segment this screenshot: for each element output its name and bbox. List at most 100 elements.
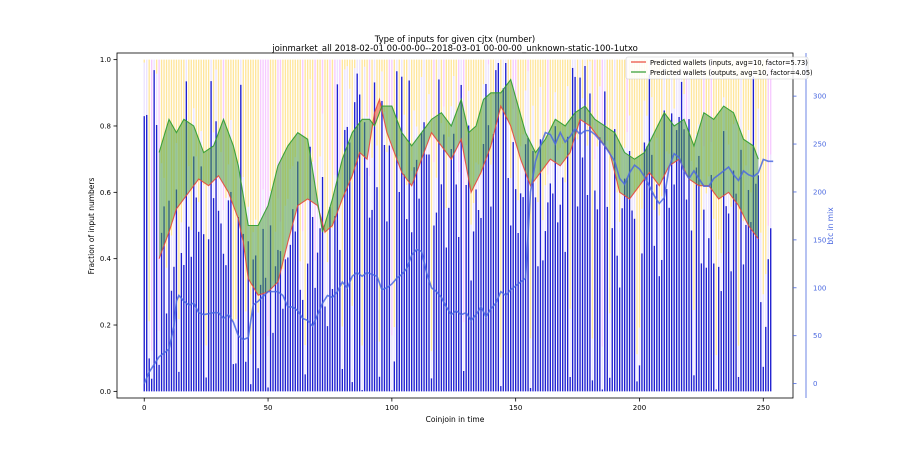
- y-tick-label: 1.0: [100, 56, 111, 64]
- bar-146: [505, 59, 507, 392]
- bar-63: [299, 59, 301, 392]
- series-line-outputs: [158, 78, 759, 233]
- bar-fresh-segment: [220, 223, 222, 392]
- fill-between-segment: [664, 112, 667, 176]
- bar-remix-segment: [445, 208, 448, 248]
- bar-92: [371, 59, 373, 392]
- bar-fresh-segment: [242, 233, 244, 392]
- y2-tick-label: 150: [813, 236, 826, 244]
- bar-remix-segment: [770, 154, 772, 229]
- bar-88: [361, 59, 363, 392]
- bar-fresh-segment: [398, 192, 400, 392]
- bar-fresh-segment: [477, 209, 480, 392]
- bar-other-segment: [425, 59, 428, 128]
- fill-between-segment: [666, 116, 670, 171]
- bar-fresh-segment: [512, 142, 514, 392]
- bar-fresh-segment: [222, 253, 225, 392]
- bar-remix-segment: [309, 79, 311, 147]
- fill-between-segment: [161, 135, 165, 253]
- bar-203: [646, 59, 648, 392]
- bar-13: [175, 59, 178, 392]
- bar-fresh-segment: [663, 110, 665, 392]
- bar-remix-segment: [272, 280, 274, 333]
- bar-158: [534, 59, 537, 392]
- bar-fresh-segment: [299, 289, 301, 392]
- bar-fresh-segment: [646, 146, 648, 392]
- fill-between-segment: [580, 107, 583, 121]
- bar-226: [703, 59, 705, 392]
- fill-between-segment: [240, 180, 244, 243]
- fill-between-segment: [171, 123, 174, 225]
- bar-129: [462, 59, 465, 392]
- bar-103: [398, 59, 400, 392]
- bar-other-segment: [646, 59, 648, 116]
- bar-remix-segment: [170, 235, 173, 291]
- fill-between-segment: [582, 106, 585, 123]
- bar-237: [730, 59, 732, 392]
- bar-other-segment: [227, 59, 230, 165]
- fill-between-segment: [431, 117, 434, 136]
- bar-205: [651, 59, 653, 392]
- fill-between-segment: [260, 215, 264, 295]
- fill-between-segment: [399, 125, 402, 173]
- bar-remix-segment: [282, 269, 284, 309]
- bar-fresh-segment: [554, 126, 556, 392]
- bar-fresh-segment: [638, 365, 641, 392]
- fill-between-segment: [218, 125, 221, 180]
- bar-other-segment: [616, 59, 618, 193]
- bar-remix-segment: [730, 206, 732, 272]
- fill-between-segment: [216, 132, 219, 179]
- bar-remix-segment: [534, 168, 537, 198]
- bar-remix-segment: [539, 86, 542, 140]
- bar-27: [210, 59, 212, 392]
- bar-other-segment: [618, 59, 621, 222]
- chart-subtitle: joinmarket_all 2018-02-01 00-00-00--2018…: [271, 44, 638, 54]
- fill-between-segment: [545, 134, 548, 166]
- fill-between-segment: [295, 132, 298, 215]
- fill-between-segment: [441, 112, 444, 150]
- fill-between-segment: [698, 121, 702, 186]
- fill-between-segment: [287, 142, 291, 243]
- fill-between-segment: [641, 152, 645, 183]
- bar-76: [331, 59, 334, 392]
- bar-220: [688, 59, 690, 392]
- bar-fresh-segment: [708, 238, 710, 392]
- bar-43: [250, 59, 252, 392]
- bar-fresh-segment: [163, 206, 165, 392]
- fill-between-segment: [723, 106, 727, 196]
- bar-other-segment: [294, 59, 296, 158]
- bar-19: [190, 59, 192, 392]
- bar-remix-segment: [326, 262, 329, 327]
- bar-fresh-segment: [158, 364, 160, 392]
- bar-remix-segment: [460, 59, 462, 85]
- bar-fresh-segment: [254, 255, 257, 392]
- bar-other-segment: [242, 59, 244, 177]
- bar-other-segment: [725, 59, 727, 131]
- bar-186: [604, 59, 606, 392]
- fill-between-segment: [646, 142, 650, 176]
- bar-other-segment: [626, 59, 628, 133]
- bar-50: [267, 59, 269, 392]
- fill-between-segment: [414, 139, 417, 180]
- bar-remix-segment: [235, 319, 237, 364]
- bar-178: [584, 59, 586, 392]
- bar-remix-segment: [700, 220, 703, 264]
- bar-fresh-segment: [562, 177, 564, 392]
- bar-fresh-segment: [502, 88, 504, 392]
- bar-remix-segment: [410, 170, 413, 233]
- bar-fresh-segment: [500, 386, 502, 392]
- bar-184: [599, 59, 601, 392]
- bar-remix-segment: [165, 267, 168, 314]
- bar-remix-segment: [616, 192, 618, 256]
- bar-fresh-segment: [245, 361, 247, 392]
- bar-other-segment: [732, 59, 735, 125]
- bar-fresh-segment: [393, 361, 396, 392]
- bar-215: [675, 59, 678, 392]
- bar-214: [673, 59, 675, 392]
- bar-fresh-segment: [435, 212, 438, 392]
- bar-fresh-segment: [227, 200, 230, 392]
- bar-fresh-segment: [346, 126, 348, 392]
- fill-between-segment: [198, 139, 202, 181]
